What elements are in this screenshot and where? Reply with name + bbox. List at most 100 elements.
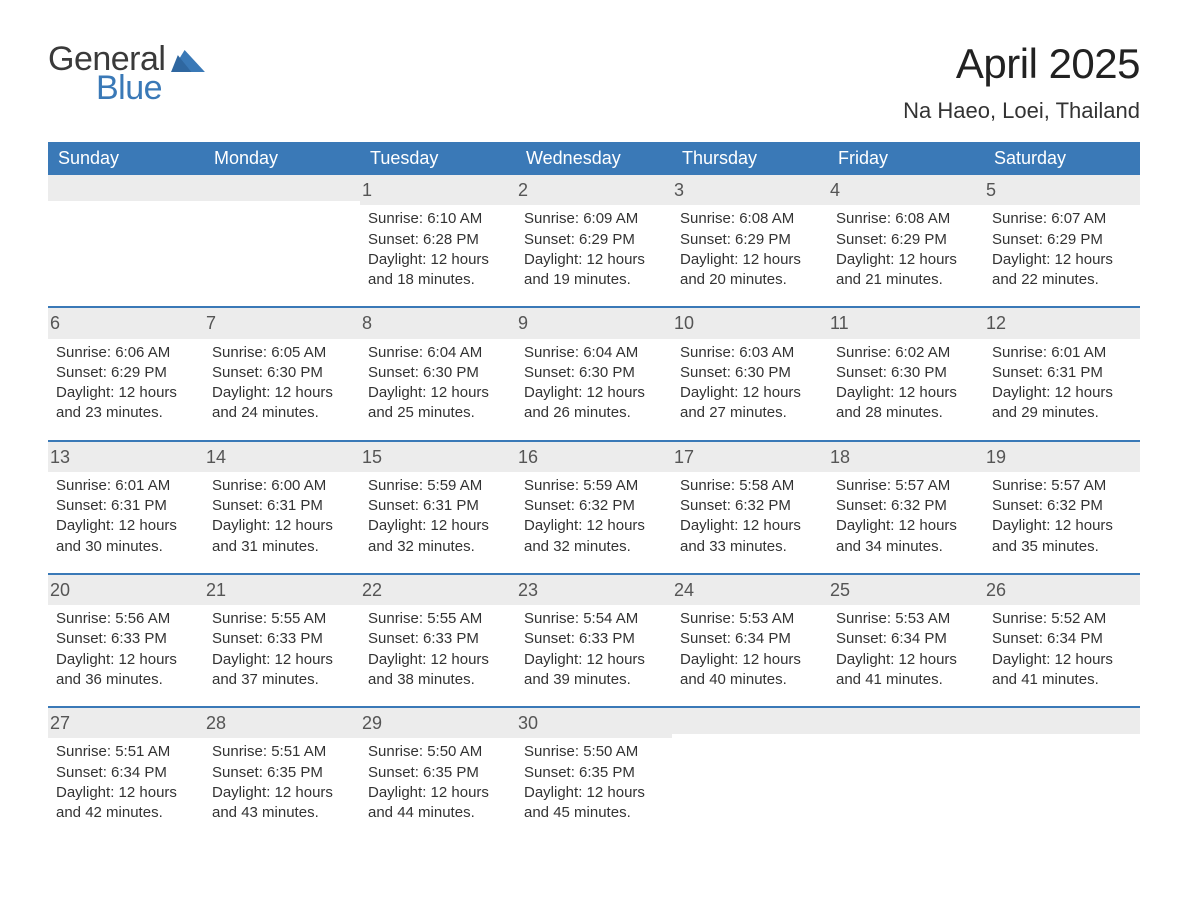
sunset-line: Sunset: 6:31 PM [992,363,1132,383]
day-cell: 16Sunrise: 5:59 AMSunset: 6:32 PMDayligh… [516,441,672,574]
sunset-line: Sunset: 6:33 PM [212,629,352,649]
sunset-line: Sunset: 6:28 PM [368,230,508,250]
daylight-line: Daylight: 12 hours and 41 minutes. [992,650,1132,691]
sunset-line: Sunset: 6:30 PM [212,363,352,383]
sunrise-line: Sunrise: 6:02 AM [836,343,976,363]
daylight-line: Daylight: 12 hours and 37 minutes. [212,650,352,691]
daylight-line: Daylight: 12 hours and 45 minutes. [524,783,664,824]
sunset-line: Sunset: 6:32 PM [680,496,820,516]
daylight-line: Daylight: 12 hours and 41 minutes. [836,650,976,691]
sunrise-line: Sunrise: 5:53 AM [836,609,976,629]
daylight-line: Daylight: 12 hours and 28 minutes. [836,383,976,424]
day-number: 15 [360,442,516,472]
sunrise-line: Sunrise: 6:08 AM [680,209,820,229]
day-number: 9 [516,308,672,338]
day-cell [672,707,828,839]
sunrise-line: Sunrise: 6:06 AM [56,343,196,363]
day-cell: 1Sunrise: 6:10 AMSunset: 6:28 PMDaylight… [360,175,516,307]
sunset-line: Sunset: 6:32 PM [992,496,1132,516]
daylight-line: Daylight: 12 hours and 19 minutes. [524,250,664,291]
day-cell: 17Sunrise: 5:58 AMSunset: 6:32 PMDayligh… [672,441,828,574]
day-number: 4 [828,175,984,205]
sunrise-line: Sunrise: 6:03 AM [680,343,820,363]
daylight-line: Daylight: 12 hours and 30 minutes. [56,516,196,557]
day-number: 22 [360,575,516,605]
day-cell: 26Sunrise: 5:52 AMSunset: 6:34 PMDayligh… [984,574,1140,707]
daylight-line: Daylight: 12 hours and 39 minutes. [524,650,664,691]
week-row: 13Sunrise: 6:01 AMSunset: 6:31 PMDayligh… [48,441,1140,574]
day-cell: 30Sunrise: 5:50 AMSunset: 6:35 PMDayligh… [516,707,672,839]
sunset-line: Sunset: 6:33 PM [56,629,196,649]
sunrise-line: Sunrise: 6:04 AM [524,343,664,363]
sunrise-line: Sunrise: 6:07 AM [992,209,1132,229]
sunset-line: Sunset: 6:33 PM [524,629,664,649]
day-cell: 22Sunrise: 5:55 AMSunset: 6:33 PMDayligh… [360,574,516,707]
day-number: 13 [48,442,204,472]
title-block: April 2025 Na Haeo, Loei, Thailand [903,40,1140,124]
day-cell: 2Sunrise: 6:09 AMSunset: 6:29 PMDaylight… [516,175,672,307]
daylight-line: Daylight: 12 hours and 40 minutes. [680,650,820,691]
day-header: Tuesday [360,142,516,175]
daylight-line: Daylight: 12 hours and 29 minutes. [992,383,1132,424]
daylight-line: Daylight: 12 hours and 36 minutes. [56,650,196,691]
daylight-line: Daylight: 12 hours and 38 minutes. [368,650,508,691]
daylight-line: Daylight: 12 hours and 21 minutes. [836,250,976,291]
day-number: 25 [828,575,984,605]
daylight-line: Daylight: 12 hours and 44 minutes. [368,783,508,824]
day-number [48,175,204,201]
sunrise-line: Sunrise: 6:01 AM [992,343,1132,363]
day-number: 10 [672,308,828,338]
day-number: 3 [672,175,828,205]
sunset-line: Sunset: 6:29 PM [680,230,820,250]
sunset-line: Sunset: 6:30 PM [368,363,508,383]
sunset-line: Sunset: 6:29 PM [836,230,976,250]
day-number: 17 [672,442,828,472]
sunrise-line: Sunrise: 5:52 AM [992,609,1132,629]
day-cell: 25Sunrise: 5:53 AMSunset: 6:34 PMDayligh… [828,574,984,707]
logo-text-blue: Blue [96,69,165,108]
sunset-line: Sunset: 6:35 PM [212,763,352,783]
day-header: Monday [204,142,360,175]
day-number: 28 [204,708,360,738]
day-number: 23 [516,575,672,605]
day-number: 20 [48,575,204,605]
day-cell: 18Sunrise: 5:57 AMSunset: 6:32 PMDayligh… [828,441,984,574]
calendar-header-row: SundayMondayTuesdayWednesdayThursdayFrid… [48,142,1140,175]
sunset-line: Sunset: 6:35 PM [524,763,664,783]
day-number: 27 [48,708,204,738]
week-row: 6Sunrise: 6:06 AMSunset: 6:29 PMDaylight… [48,307,1140,440]
day-cell: 3Sunrise: 6:08 AMSunset: 6:29 PMDaylight… [672,175,828,307]
flag-icon [171,50,205,72]
sunset-line: Sunset: 6:30 PM [680,363,820,383]
daylight-line: Daylight: 12 hours and 23 minutes. [56,383,196,424]
sunrise-line: Sunrise: 6:05 AM [212,343,352,363]
day-number: 11 [828,308,984,338]
sunrise-line: Sunrise: 6:08 AM [836,209,976,229]
calendar-body: 1Sunrise: 6:10 AMSunset: 6:28 PMDaylight… [48,175,1140,839]
day-cell: 7Sunrise: 6:05 AMSunset: 6:30 PMDaylight… [204,307,360,440]
day-cell: 5Sunrise: 6:07 AMSunset: 6:29 PMDaylight… [984,175,1140,307]
day-header: Sunday [48,142,204,175]
day-number: 30 [516,708,672,738]
location-subtitle: Na Haeo, Loei, Thailand [903,98,1140,124]
sunrise-line: Sunrise: 5:55 AM [212,609,352,629]
day-number: 14 [204,442,360,472]
day-number: 18 [828,442,984,472]
day-cell [984,707,1140,839]
day-cell: 8Sunrise: 6:04 AMSunset: 6:30 PMDaylight… [360,307,516,440]
calendar-table: SundayMondayTuesdayWednesdayThursdayFrid… [48,142,1140,839]
daylight-line: Daylight: 12 hours and 32 minutes. [368,516,508,557]
sunset-line: Sunset: 6:32 PM [524,496,664,516]
week-row: 27Sunrise: 5:51 AMSunset: 6:34 PMDayligh… [48,707,1140,839]
day-number: 1 [360,175,516,205]
day-cell [48,175,204,307]
sunrise-line: Sunrise: 5:54 AM [524,609,664,629]
sunset-line: Sunset: 6:31 PM [212,496,352,516]
day-cell: 14Sunrise: 6:00 AMSunset: 6:31 PMDayligh… [204,441,360,574]
day-cell: 27Sunrise: 5:51 AMSunset: 6:34 PMDayligh… [48,707,204,839]
sunset-line: Sunset: 6:29 PM [524,230,664,250]
day-number: 8 [360,308,516,338]
daylight-line: Daylight: 12 hours and 43 minutes. [212,783,352,824]
sunset-line: Sunset: 6:30 PM [524,363,664,383]
day-header: Saturday [984,142,1140,175]
